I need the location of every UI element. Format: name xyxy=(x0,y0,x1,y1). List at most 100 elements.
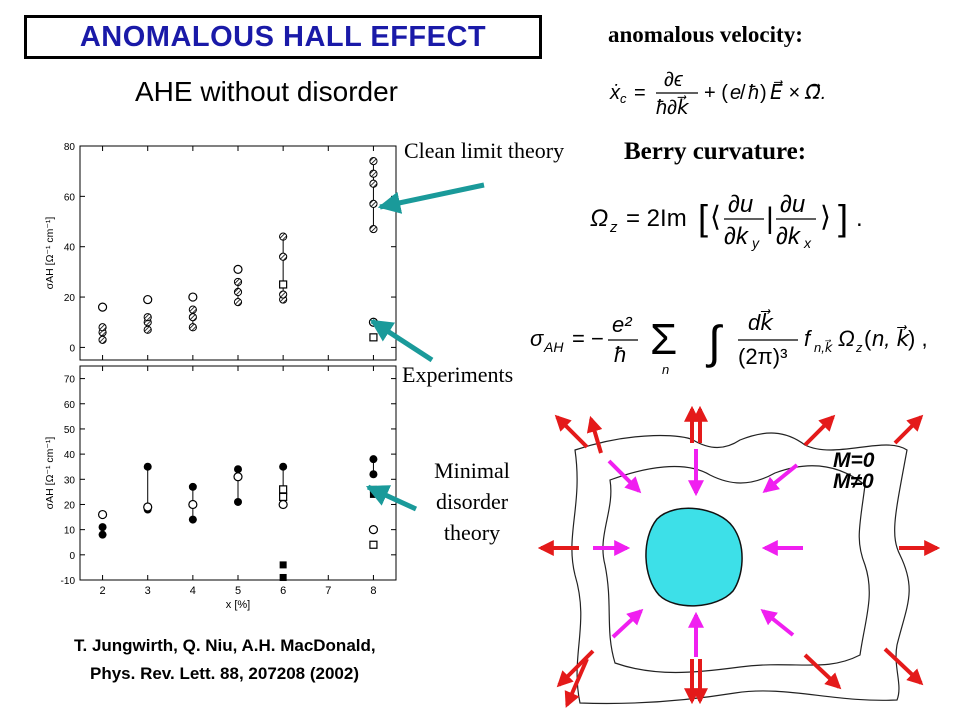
data-point-0-0-19 xyxy=(369,169,378,178)
inner-fermi-contour xyxy=(602,465,870,674)
data-point-0-0-6 xyxy=(188,323,197,332)
svg-text:f: f xyxy=(804,326,813,351)
minimal-disorder-label: Minimal disorder theory xyxy=(412,455,532,548)
inner-velocity-arrow-7 xyxy=(760,609,795,637)
data-point-0-0-16 xyxy=(369,224,378,234)
data-point-1-0-7 xyxy=(234,497,242,506)
data-point-0-0-7 xyxy=(188,313,197,322)
y-tick-label-0-2: 40 xyxy=(64,243,76,254)
data-point-1-0-1 xyxy=(98,530,107,539)
svg-text:.: . xyxy=(856,205,863,232)
clean-limit-label: Clean limit theory xyxy=(404,138,565,163)
minimal-line-1: Minimal xyxy=(434,458,510,483)
annotation-arrows xyxy=(365,182,485,512)
svg-text:n: n xyxy=(662,362,669,377)
data-point-1-3-0 xyxy=(279,561,287,569)
data-point-0-2-0 xyxy=(279,280,288,289)
data-point-0-1-2 xyxy=(188,292,198,302)
x-tick-label-4: 6 xyxy=(280,585,286,597)
svg-text:= 2Im: = 2Im xyxy=(626,205,687,232)
y-axis-label-1: σAH [Ω⁻¹ cm⁻¹] xyxy=(44,437,56,510)
minimal-theory-arrow xyxy=(365,484,418,512)
data-point-0-0-5 xyxy=(143,313,152,322)
x-tick-label-3: 5 xyxy=(235,585,241,597)
experiments-arrow xyxy=(370,318,434,363)
svg-text:c: c xyxy=(620,91,627,106)
svg-text:e²: e² xyxy=(612,312,632,337)
svg-text:∂ϵ: ∂ϵ xyxy=(664,69,684,91)
label-m-zero: M=0 xyxy=(833,449,875,472)
svg-text:(: ( xyxy=(864,326,872,351)
x-tick-label-6: 8 xyxy=(370,585,376,597)
svg-text:∂k: ∂k xyxy=(724,223,750,250)
y-tick-label-1-5: 40 xyxy=(64,450,76,461)
svg-text:⟨: ⟨ xyxy=(710,201,721,232)
data-point-1-0-5 xyxy=(188,515,197,524)
svg-text:ħ∂k⃗: ħ∂k⃗ xyxy=(656,94,690,119)
data-point-1-0-2 xyxy=(143,462,152,471)
experiments-label: Experiments xyxy=(402,362,514,387)
outer-velocity-arrow-4 xyxy=(803,414,836,447)
svg-text:]: ] xyxy=(838,197,848,238)
x-tick-label-2: 4 xyxy=(190,585,196,597)
citation-journal: Phys. Rev. Lett. 88, 207208 (2002) xyxy=(90,664,360,683)
svg-text:∫: ∫ xyxy=(705,316,723,368)
y-tick-label-0-0: 0 xyxy=(69,343,75,354)
y-tick-label-1-4: 30 xyxy=(64,475,76,486)
data-point-0-1-0 xyxy=(97,302,108,312)
y-tick-label-1-3: 20 xyxy=(64,500,76,511)
svg-text:∂u: ∂u xyxy=(728,191,753,218)
svg-text:|: | xyxy=(766,202,774,235)
svg-text:z: z xyxy=(855,340,863,355)
outer-velocity-arrow-8 xyxy=(556,649,595,688)
y-tick-label-0-4: 80 xyxy=(64,142,76,153)
svg-text:Ω: Ω xyxy=(838,326,855,351)
svg-text:) ,: ) , xyxy=(908,326,928,351)
inner-velocity-arrow-5 xyxy=(611,608,644,639)
plot-frame-0 xyxy=(79,145,397,361)
svg-text:e: e xyxy=(730,82,741,104)
minimal-line-3: theory xyxy=(443,520,501,545)
data-point-1-2-0 xyxy=(279,485,288,494)
citation: T. Jungwirth, Q. Niu, A.H. MacDonald, Ph… xyxy=(74,632,376,688)
svg-text:Ω: Ω xyxy=(590,205,608,232)
data-point-1-1-3 xyxy=(233,472,243,482)
svg-text:∂u: ∂u xyxy=(780,191,805,218)
data-point-1-0-4 xyxy=(188,482,197,491)
y-tick-label-1-0: -10 xyxy=(61,576,76,587)
data-point-0-0-2 xyxy=(98,323,107,332)
ahe-plot: 0 20 40 60 80 σAH [Ω⁻¹ cm⁻¹] -10 0 10 20 30 40 50 60 7… xyxy=(44,142,397,611)
data-point-1-2-2 xyxy=(369,540,378,549)
svg-text:+ (: + ( xyxy=(704,82,728,104)
data-point-1-1-5 xyxy=(368,525,379,535)
outer-velocity-arrow-13 xyxy=(883,647,924,686)
y-tick-label-1-6: 50 xyxy=(64,425,76,436)
svg-text:dk⃗: dk⃗ xyxy=(748,309,774,335)
data-point-1-3-1 xyxy=(279,573,287,581)
svg-text:ẋ: ẋ xyxy=(609,82,621,104)
svg-text:(2π)³: (2π)³ xyxy=(738,344,787,369)
citation-authors: T. Jungwirth, Q. Niu, A.H. MacDonald, xyxy=(74,636,376,655)
svg-text:x: x xyxy=(803,235,812,251)
data-point-1-0-10 xyxy=(369,455,378,464)
slide-subtitle: AHE without disorder xyxy=(135,76,399,107)
svg-text:y: y xyxy=(751,235,760,251)
svg-text:/: / xyxy=(740,82,746,104)
y-tick-label-1-7: 60 xyxy=(64,400,76,411)
data-point-0-0-10 xyxy=(233,287,243,297)
inner-velocity-arrow-0 xyxy=(607,459,642,494)
data-point-1-0-8 xyxy=(279,462,288,471)
x-axis-label: x [%] xyxy=(226,599,250,611)
y-tick-label-1-1: 0 xyxy=(69,551,75,562)
y-axis-label-0: σAH [Ω⁻¹ cm⁻¹] xyxy=(44,217,56,290)
central-fermi-pocket xyxy=(645,507,743,607)
svg-text:n, k⃗: n, k⃗ xyxy=(872,325,910,351)
label-m-nonzero: M≠0 xyxy=(833,470,874,493)
data-point-0-0-9 xyxy=(233,297,243,307)
svg-text:⟩: ⟩ xyxy=(820,201,831,232)
data-point-1-0-11 xyxy=(369,470,378,479)
data-point-0-0-18 xyxy=(369,179,378,188)
svg-text:ħ: ħ xyxy=(614,342,626,367)
